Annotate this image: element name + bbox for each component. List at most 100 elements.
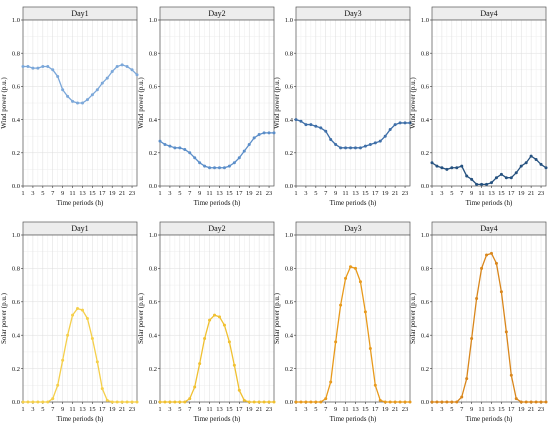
data-point [46,400,50,404]
x-tick-label: 15 [226,190,233,197]
data-point [499,172,503,176]
x-axis-label: Time periods (h) [194,415,241,423]
y-tick-label: 1.0 [12,17,20,24]
x-tick-label: 13 [352,190,359,197]
x-tick-label: 15 [362,406,369,413]
data-point [100,81,104,85]
data-point [329,138,333,142]
x-tick-label: 9 [61,406,64,413]
x-tick-label: 17 [236,406,243,413]
data-point [193,385,197,389]
x-axis-label: Time periods (h) [194,199,241,207]
x-tick-label: 23 [266,406,273,413]
data-point [475,182,479,186]
data-point [294,400,298,404]
panel-title: Day3 [344,9,361,18]
data-point [440,400,444,404]
data-point [519,400,523,404]
x-tick-label: 19 [246,190,253,197]
data-point [358,280,362,284]
x-tick-label: 17 [99,406,106,413]
data-point [80,101,84,105]
x-axis-label: Time periods (h) [330,199,377,207]
data-point [173,146,177,150]
data-point [217,166,221,170]
data-point [71,313,75,317]
data-point [115,64,119,68]
y-tick-label: 1.0 [149,232,157,239]
plot-border [22,19,138,187]
data-point [373,141,377,145]
x-tick-label: 7 [51,190,55,197]
data-point [227,164,231,168]
x-tick-label: 19 [109,190,116,197]
x-tick-label: 19 [246,406,253,413]
data-point [120,400,124,404]
data-point [319,400,323,404]
data-point [46,64,50,68]
data-point [334,143,338,146]
y-tick-label: 0.4 [285,332,294,339]
data-point [188,397,192,401]
data-point [339,146,343,150]
panel-title: Day1 [71,224,88,233]
data-point [539,162,543,166]
data-point [344,146,348,150]
x-tick-label: 11 [69,190,75,197]
data-point [262,131,266,135]
x-tick-label: 19 [518,406,525,413]
data-point [76,306,80,310]
x-tick-label: 17 [508,406,515,413]
data-point [455,166,459,170]
plot-border [159,234,275,403]
y-tick-label: 0.6 [149,84,158,91]
x-tick-label: 1 [21,406,24,413]
data-point [368,143,372,146]
plot-border [295,19,411,187]
x-tick-label: 13 [488,190,495,197]
plot-border [295,234,411,403]
data-point [203,164,207,168]
data-point [163,400,167,404]
y-tick-label: 0.6 [421,84,430,91]
data-point [125,400,129,404]
x-tick-label: 11 [478,190,484,197]
panel-title: Day4 [480,9,497,18]
x-tick-label: 21 [119,190,126,197]
x-tick-label: 23 [538,406,545,413]
y-tick-label: 0.6 [421,299,430,306]
data-point [383,134,387,138]
data-point [227,340,231,344]
data-point [26,64,30,68]
x-tick-label: 13 [216,190,223,197]
y-tick-label: 0.0 [285,183,293,190]
data-point [110,400,114,404]
data-point [294,118,298,122]
data-point [475,296,479,300]
x-tick-label: 9 [61,190,64,197]
data-point [440,166,444,170]
y-tick-label: 0.4 [12,117,21,124]
x-tick-label: 13 [79,190,86,197]
data-point [489,181,493,185]
data-point [130,68,134,72]
data-point [470,337,474,341]
data-point [232,363,236,367]
data-point [247,400,251,404]
y-tick-label: 0.0 [285,399,293,406]
data-point [168,144,172,148]
x-tick-label: 3 [304,190,307,197]
y-tick-label: 0.4 [421,117,430,124]
y-tick-label: 0.4 [149,332,158,339]
data-point [408,400,412,404]
x-tick-label: 7 [460,190,464,197]
data-point [252,400,256,404]
x-tick-label: 23 [538,190,545,197]
y-tick-label: 0.6 [285,84,294,91]
y-tick-label: 0.6 [285,299,294,306]
y-tick-label: 0.2 [285,150,293,157]
data-point [272,400,276,404]
